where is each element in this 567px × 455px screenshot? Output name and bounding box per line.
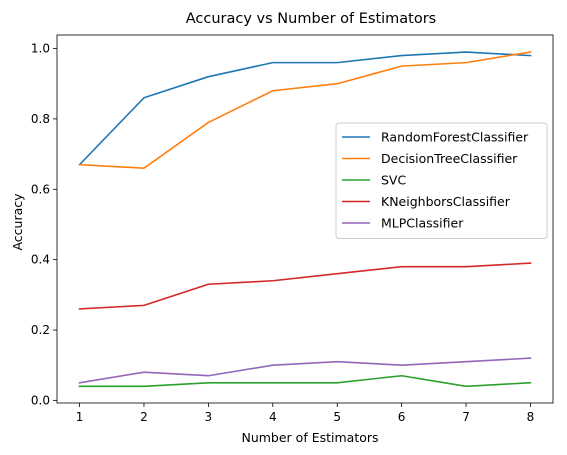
x-tick-label: 5 [333, 410, 341, 424]
legend-label: DecisionTreeClassifier [381, 151, 518, 166]
y-tick-label: 0.8 [31, 112, 50, 126]
legend: RandomForestClassifier DecisionTreeClassi… [335, 122, 548, 239]
x-tick-label: 6 [398, 410, 406, 424]
legend-box [335, 122, 548, 239]
series-layer [78, 51, 532, 388]
series-line-3 [78, 262, 532, 310]
y-tick-label: 0.4 [31, 253, 50, 267]
series-line-4 [78, 357, 532, 384]
y-tick-label: 0.6 [31, 182, 50, 196]
plot-frame [56, 34, 554, 404]
x-axis-label: Number of Estimators [241, 430, 378, 445]
series-line-0 [78, 51, 532, 166]
x-tick-label: 4 [269, 410, 277, 424]
x-tick-label: 8 [527, 410, 535, 424]
y-tick-label: 1.0 [31, 42, 50, 56]
x-axis: 1 2 3 4 5 6 7 8 [76, 403, 535, 424]
legend-label: SVC [381, 173, 406, 188]
y-tick-label: 0.2 [31, 323, 50, 337]
x-tick-label: 7 [462, 410, 470, 424]
chart-title: Accuracy vs Number of Estimators [186, 11, 437, 27]
legend-label: RandomForestClassifier [381, 130, 529, 145]
x-tick-label: 1 [76, 410, 84, 424]
series-line-2 [78, 374, 532, 388]
x-tick-label: 3 [205, 410, 213, 424]
x-tick-label: 2 [140, 410, 148, 424]
series-line-1 [78, 51, 532, 169]
legend-label: KNeighborsClassifier [381, 194, 511, 209]
y-axis-label: Accuracy [10, 193, 25, 251]
y-axis: 0.0 0.2 0.4 0.6 0.8 1.0 [31, 42, 57, 407]
y-tick-label: 0.0 [31, 393, 50, 407]
legend-label: MLPClassifier [381, 216, 464, 231]
